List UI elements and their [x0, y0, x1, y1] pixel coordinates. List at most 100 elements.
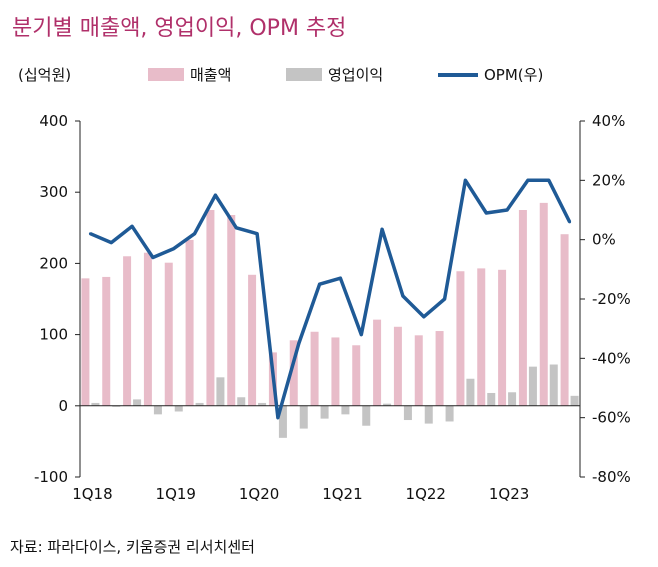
opm-point: [109, 241, 113, 245]
left-axis-tick-label: 100: [39, 326, 68, 344]
revenue-bar: [81, 278, 90, 406]
op-income-bar: [320, 405, 329, 419]
op-income-bar: [424, 405, 433, 424]
revenue-bar: [560, 234, 569, 406]
op-income-bar: [528, 366, 537, 406]
op-income-bar: [216, 377, 225, 406]
opm-point: [318, 282, 322, 286]
op-income-bar: [403, 405, 412, 421]
opm-point: [443, 297, 447, 301]
right-axis-tick-label: -40%: [592, 349, 631, 367]
revenue-bar: [289, 340, 298, 406]
x-axis-tick-label: 1Q19: [156, 485, 196, 503]
left-axis-tick-label: 300: [39, 183, 68, 201]
op-income-bar: [508, 392, 517, 406]
op-income-bar: [91, 402, 100, 406]
opm-point: [213, 193, 217, 197]
revenue-bar: [393, 326, 402, 406]
opm-point: [234, 226, 238, 230]
op-income-bar: [299, 405, 308, 429]
left-axis-tick-label: 400: [39, 112, 68, 130]
legend-label-revenue: 매출액: [190, 66, 232, 84]
revenue-bar: [435, 331, 444, 406]
revenue-bar: [185, 239, 194, 406]
opm-point: [380, 227, 384, 231]
revenue-bar: [477, 268, 486, 406]
x-axis-tick-label: 1Q23: [489, 485, 529, 503]
revenue-bar: [102, 276, 111, 406]
revenue-bar: [123, 256, 132, 406]
opm-point: [463, 178, 467, 182]
revenue-bar: [143, 252, 152, 406]
opm-point: [526, 178, 530, 182]
legend-swatch-revenue: [148, 68, 184, 81]
revenue-bar: [310, 331, 319, 406]
x-axis-tick-label: 1Q20: [239, 485, 279, 503]
left-axis-unit-label: (십억원): [18, 66, 72, 84]
legend-item-revenue: 매출액: [148, 64, 231, 85]
revenue-bar: [352, 345, 361, 406]
revenue-bar: [456, 271, 465, 406]
op-income-bar: [195, 402, 204, 406]
chart-title: 분기별 매출액, 영업이익, OPM 추정: [12, 16, 347, 41]
legend-label-op-income: 영업이익: [328, 66, 384, 84]
op-income-bar: [487, 392, 496, 406]
revenue-bar: [164, 262, 173, 406]
right-axis-tick-label: 20%: [592, 171, 625, 189]
right-axis-tick-label: -80%: [592, 468, 631, 486]
opm-point: [151, 255, 155, 259]
legend-label-opm: OPM(우): [484, 66, 544, 84]
revenue-bar: [498, 269, 507, 406]
op-income-bar: [445, 405, 454, 422]
opm-point: [568, 220, 572, 224]
op-income-bar: [153, 405, 162, 415]
left-axis-tick-label: 200: [39, 254, 68, 272]
right-axis-tick-label: -20%: [592, 290, 631, 308]
legend-item-opm: OPM(우): [438, 64, 543, 85]
op-income-bar: [174, 405, 183, 412]
op-income-bar: [362, 405, 371, 426]
opm-point: [401, 294, 405, 298]
left-axis-tick-label: -100: [34, 468, 68, 486]
opm-point: [255, 232, 259, 236]
x-axis-tick-label: 1Q22: [406, 485, 446, 503]
op-income-bar: [570, 395, 579, 406]
op-income-bar: [237, 397, 246, 406]
x-axis-tick-label: 1Q18: [72, 485, 112, 503]
op-income-bar: [466, 378, 475, 406]
opm-point: [547, 178, 551, 182]
left-axis-tick-label: 0: [58, 397, 68, 415]
revenue-bar: [414, 335, 423, 406]
right-axis-tick-label: -60%: [592, 409, 631, 427]
x-axis-tick-label: 1Q21: [322, 485, 362, 503]
op-income-bar: [383, 403, 392, 406]
opm-point: [359, 333, 363, 337]
opm-line: [89, 178, 572, 420]
revenue-bar: [206, 210, 215, 406]
opm-point: [88, 232, 92, 236]
opm-point: [297, 342, 301, 345]
revenue-bar: [227, 214, 236, 406]
opm-point: [193, 232, 197, 236]
op-income-bar: [133, 399, 142, 406]
opm-point: [172, 247, 176, 251]
op-income-bar: [258, 402, 267, 406]
legend-swatch-opm: [438, 72, 478, 77]
opm-point: [276, 416, 280, 420]
opm-point: [505, 208, 509, 212]
revenue-bar: [248, 274, 257, 406]
legend-item-op-income: 영업이익: [286, 64, 383, 85]
right-axis-tick-label: 0%: [592, 231, 616, 249]
opm-point: [484, 211, 488, 215]
opm-point: [338, 276, 342, 280]
opm-point: [130, 224, 134, 228]
revenue-bar: [373, 319, 382, 406]
source-note: 자료: 파라다이스, 키움증권 리서치센터: [10, 538, 255, 556]
revenue-bar: [331, 337, 340, 406]
right-axis-tick-label: 40%: [592, 112, 625, 130]
legend-swatch-op-income: [286, 68, 322, 81]
op-income-bar: [549, 364, 558, 406]
opm-point: [422, 315, 426, 319]
op-income-bar: [278, 405, 287, 438]
